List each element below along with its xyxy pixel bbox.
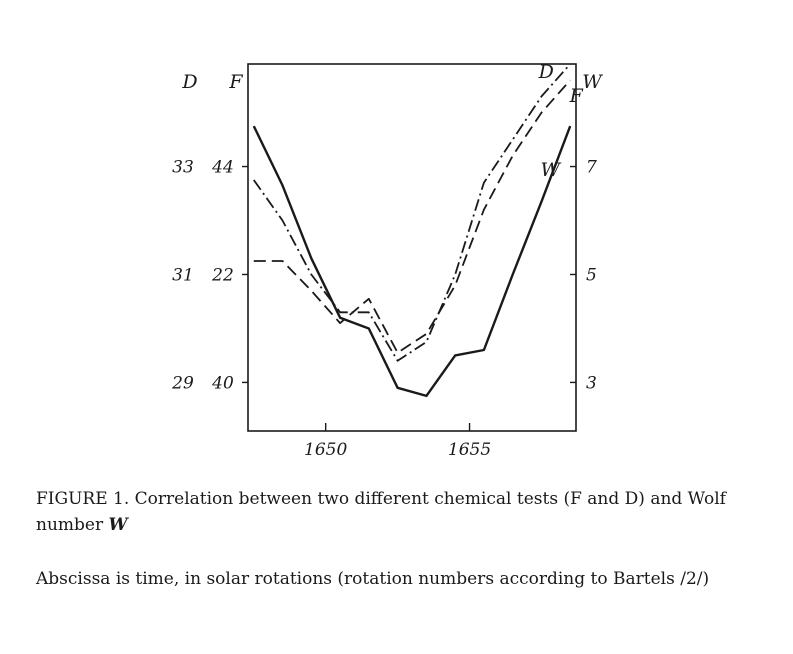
series-line-f <box>253 79 571 354</box>
tick-label-w: 3 <box>586 373 597 393</box>
tick-label-f: 22 <box>211 265 234 285</box>
tick-label-d: 29 <box>171 373 194 393</box>
figure-note: Abscissa is time, in solar rotations (ro… <box>36 569 710 589</box>
caption-w-symbol: W <box>108 515 128 535</box>
tick-label-w: 5 <box>586 265 597 285</box>
series-label-d: D <box>538 61 554 83</box>
tick-label-x: 1655 <box>448 440 491 460</box>
tick-label-f: 40 <box>211 373 234 393</box>
axis-label-d: D <box>181 71 197 93</box>
tick-label-f: 44 <box>211 158 234 178</box>
series-line-d <box>253 63 571 362</box>
tick-label-d: 31 <box>172 265 194 285</box>
series-labels: DF W <box>538 61 584 181</box>
figure-caption: FIGURE 1. Correlation between two differ… <box>36 486 756 538</box>
caption-text: FIGURE 1. Correlation between two differ… <box>36 489 726 535</box>
tick-label-w: 7 <box>586 158 597 178</box>
plot-frame <box>247 63 577 432</box>
axis-label-w: W <box>582 71 603 93</box>
axis-ticks: 33 44 31 22 29 40 7 5 3 1650 1655 <box>171 158 597 460</box>
series-lines <box>252 63 572 398</box>
series-line-w <box>252 125 572 398</box>
tick-label-d: 33 <box>172 158 194 178</box>
series-label-w: W <box>540 159 561 181</box>
tick-label-x: 1650 <box>304 440 347 460</box>
series-label-f: F <box>569 85 584 107</box>
axis-label-f: F <box>228 71 243 93</box>
